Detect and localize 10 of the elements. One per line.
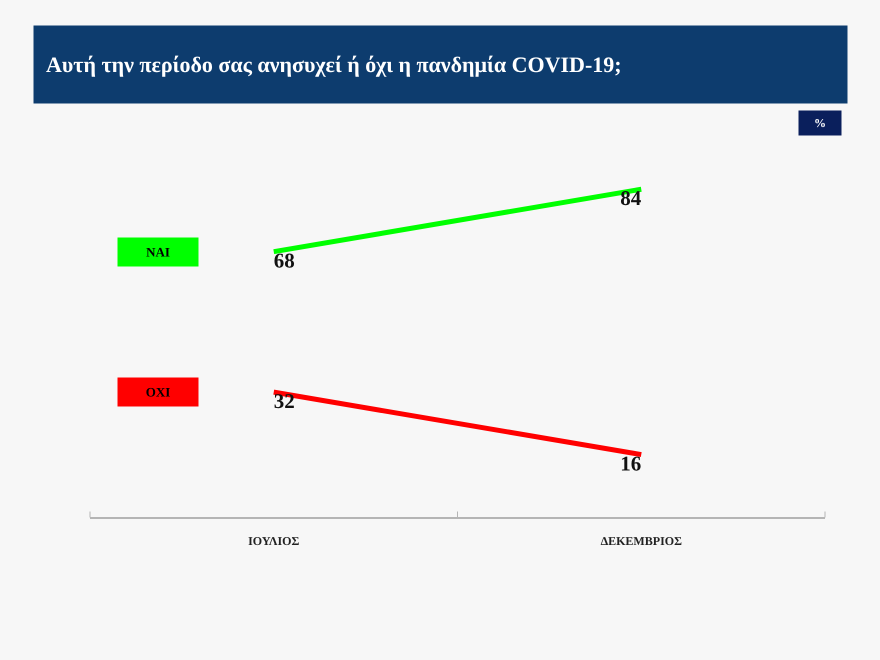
text: ΟΧΙ	[146, 384, 170, 400]
text: ΝΑΙ	[146, 244, 170, 260]
data-label: 68	[274, 248, 295, 272]
data-label: 32	[274, 388, 295, 413]
text: %	[814, 116, 826, 130]
x-tick-label: ΔΕΚΕΜΒΡΙΟΣ	[600, 534, 682, 548]
data-label: 84	[620, 186, 642, 210]
data-label: 16	[620, 451, 642, 476]
chart-title: Αυτή την περίοδο σας ανησυχεί ή όχι η πανδημία COVID-19;	[46, 52, 622, 77]
x-tick-label: ΙΟΥΛΙΟΣ	[248, 534, 300, 548]
